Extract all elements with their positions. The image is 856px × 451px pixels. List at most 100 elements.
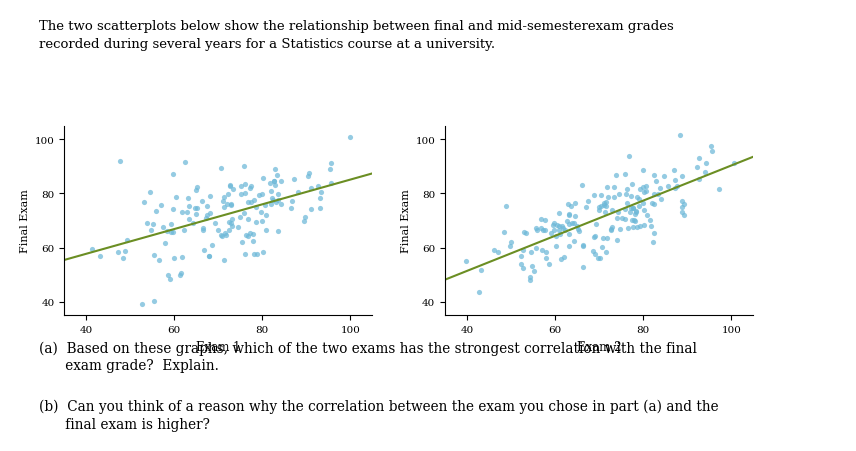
Point	[552, 227, 566, 234]
Point	[414, 151, 428, 158]
Point	[586, 248, 600, 255]
Point	[259, 212, 273, 219]
Point	[217, 257, 231, 264]
Point	[633, 223, 646, 230]
Point	[556, 225, 569, 232]
Point	[298, 214, 312, 221]
Point	[640, 212, 654, 219]
Point	[758, 120, 771, 127]
Point	[472, 289, 485, 296]
Point	[539, 255, 553, 262]
Point	[189, 187, 203, 194]
Text: The two scatterplots below show the relationship between final and mid-semestere: The two scatterplots below show the rela…	[39, 20, 674, 51]
Point	[632, 196, 645, 203]
Point	[587, 192, 601, 199]
Point	[646, 190, 660, 198]
Point	[203, 210, 217, 217]
Point	[624, 193, 638, 200]
Point	[266, 197, 280, 204]
Point	[224, 220, 238, 227]
Point	[190, 205, 204, 212]
Point	[560, 218, 574, 225]
Point	[570, 223, 584, 230]
Point	[175, 270, 188, 277]
Point	[586, 234, 600, 241]
Point	[604, 226, 618, 234]
Point	[166, 229, 180, 236]
Point	[158, 240, 172, 247]
Point	[705, 147, 719, 155]
Point	[668, 185, 681, 192]
Point	[576, 243, 590, 250]
Point	[636, 184, 650, 191]
Point	[113, 158, 127, 166]
Point	[269, 198, 282, 206]
Point	[235, 239, 248, 246]
Point	[572, 228, 586, 235]
Point	[173, 272, 187, 279]
Point	[116, 255, 130, 262]
Point	[611, 209, 625, 216]
Point	[323, 166, 336, 173]
Point	[675, 204, 688, 212]
Point	[222, 219, 235, 226]
Point	[588, 251, 602, 258]
Point	[270, 190, 284, 198]
Point	[675, 173, 688, 180]
Point	[195, 198, 209, 205]
Point	[216, 198, 229, 205]
Point	[623, 208, 637, 216]
Point	[226, 186, 240, 193]
Point	[217, 204, 231, 212]
Point	[575, 182, 589, 189]
Point	[214, 166, 228, 173]
Point	[297, 217, 311, 225]
Point	[547, 220, 561, 227]
Point	[271, 197, 285, 204]
Point	[231, 224, 245, 231]
Point	[257, 249, 270, 256]
Point	[637, 221, 651, 229]
Point	[499, 203, 513, 211]
Point	[224, 202, 238, 209]
Point	[536, 227, 550, 234]
Point	[550, 222, 564, 229]
Point	[618, 171, 632, 178]
Point	[233, 214, 247, 221]
Point	[562, 243, 576, 250]
Point	[677, 201, 691, 208]
Point	[203, 193, 217, 200]
X-axis label: Exam 2: Exam 2	[577, 340, 621, 353]
Point	[247, 251, 261, 258]
Point	[217, 194, 231, 202]
Point	[657, 173, 671, 180]
Point	[219, 231, 233, 239]
Point	[669, 177, 682, 184]
Point	[627, 224, 640, 231]
Point	[313, 205, 327, 212]
Point	[538, 227, 552, 235]
Point	[313, 195, 327, 202]
Point	[256, 175, 270, 182]
Point	[562, 211, 576, 218]
Point	[169, 194, 182, 202]
Point	[160, 228, 174, 235]
Point	[473, 267, 487, 274]
Point	[580, 204, 593, 211]
Point	[152, 257, 166, 264]
Point	[265, 201, 278, 208]
Point	[197, 247, 211, 254]
Point	[624, 205, 638, 212]
Point	[200, 203, 214, 211]
Point	[284, 204, 298, 212]
Point	[770, 134, 783, 142]
Point	[270, 172, 284, 179]
Point	[608, 184, 621, 191]
Point	[615, 215, 629, 222]
Point	[648, 230, 662, 237]
Point	[552, 223, 566, 230]
Point	[609, 172, 622, 179]
Point	[557, 253, 571, 261]
Point	[564, 203, 578, 210]
Point	[530, 245, 544, 252]
